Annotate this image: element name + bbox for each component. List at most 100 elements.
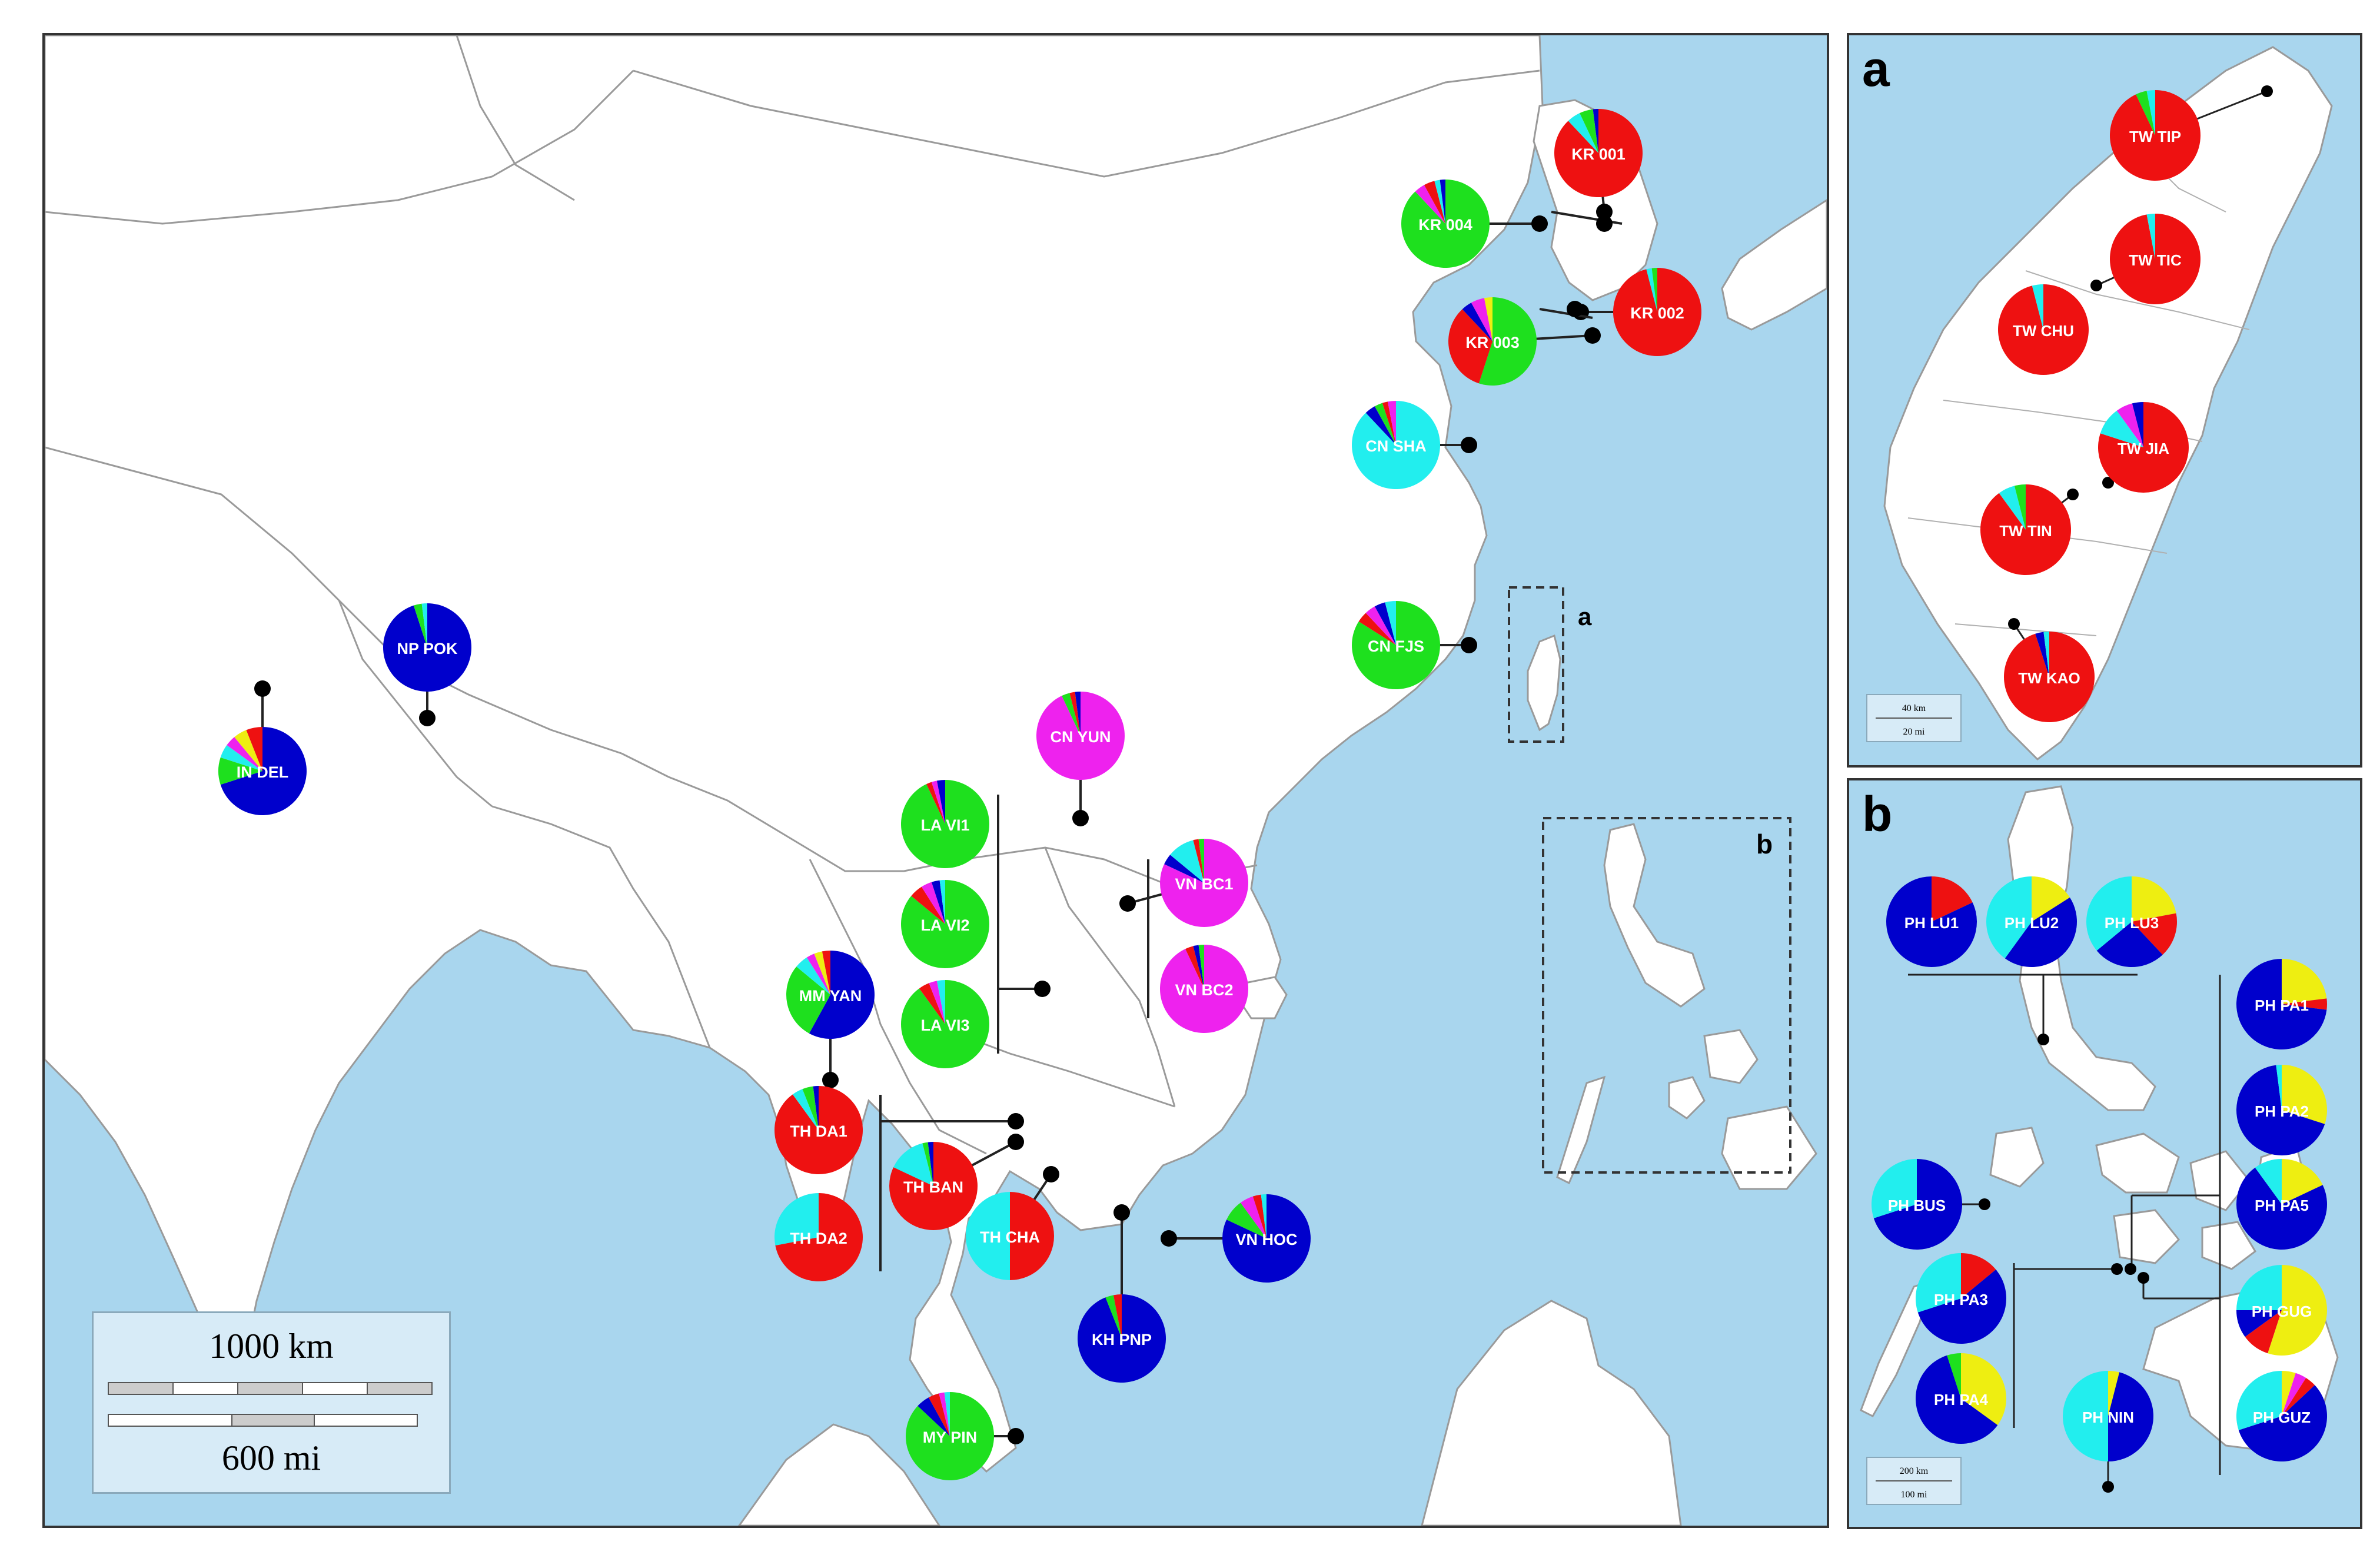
pie-slice-dark_blue — [1917, 1269, 2006, 1344]
location-dot — [1596, 215, 1613, 232]
inset-panel-b: b PH LU1 PH LU2 PH LU3 PH PA1 PH PA2 PH BUS PH… — [1847, 778, 2362, 1529]
location-dot — [1008, 1113, 1024, 1130]
pie-slice-dark_blue — [928, 1142, 933, 1186]
pie-slice-magenta — [1415, 185, 1445, 224]
main-pie-np-pok: NP POK — [383, 603, 471, 692]
pie-slice-magenta — [1036, 692, 1125, 780]
pie-slice-red — [1193, 839, 1204, 883]
panel-b-pie-label: PH PA4 — [1934, 1391, 1989, 1408]
main-pie-label: MM YAN — [799, 987, 862, 1005]
pie-slice-cyan — [2146, 90, 2155, 135]
pie-slice-dark_blue — [2035, 632, 2049, 677]
pie-slice-dark_blue — [918, 1397, 950, 1436]
pie-slice-dark_blue — [1593, 109, 1598, 153]
panel-b-pie-label: PH LU2 — [2005, 914, 2059, 932]
panel-b-pies: PH LU1 PH LU2 PH LU3 PH PA1 PH PA2 PH BUS PH P… — [1872, 876, 2327, 1461]
pie-slice-yellow — [1961, 1353, 2006, 1426]
pie-slice-cyan — [2100, 410, 2143, 447]
pie-slice-dark_blue — [1440, 180, 1445, 224]
pie-slice-magenta — [1365, 606, 1396, 645]
location-dot — [2008, 618, 2020, 630]
pie-slice-magenta — [921, 882, 945, 924]
site-pie-charts: KR 001 KR 004 KR 002 KR 003 CN SHA CN FJS NP P… — [218, 109, 1701, 1480]
location-dot — [1072, 810, 1089, 826]
pie-slice-dark_blue — [2236, 1167, 2327, 1250]
panel-a-scale-km: 40 km — [1902, 703, 1926, 713]
pie-slice-dark_blue — [1075, 692, 1081, 736]
panel-b-pie-label: PH NIN — [2082, 1408, 2134, 1426]
pie-slice-cyan — [796, 957, 830, 995]
location-dot — [2125, 1263, 2136, 1275]
panel-b-pie-label: PH LU3 — [2105, 914, 2159, 932]
pie-slice-red — [1252, 1194, 1267, 1238]
pie-slice-green — [1198, 945, 1204, 989]
pie-slice-cyan — [893, 1143, 933, 1186]
pie-slice-magenta — [227, 737, 262, 771]
main-pie-la-vi1: LA VI1 — [901, 780, 990, 868]
pie-slice-dark_blue — [220, 727, 307, 815]
main-pie-label: TH BAN — [903, 1178, 963, 1196]
location-dot — [1008, 1134, 1024, 1150]
pie-slice-yellow — [1484, 297, 1493, 341]
pie-slice-green — [1401, 180, 1490, 268]
inset-b-marker — [1542, 817, 1791, 1174]
pie-slice-cyan — [1916, 1253, 1961, 1313]
pie-slice-red — [2132, 913, 2177, 955]
main-pie-vn-hoc: VN HOC — [1222, 1194, 1311, 1283]
pie-slice-dark_blue — [2005, 897, 2077, 967]
pie-slice-cyan — [2276, 1065, 2282, 1110]
panel-b-pie-label: PH BUS — [1888, 1197, 1946, 1214]
pie-slice-red — [2282, 998, 2327, 1010]
land-taiwan — [1527, 634, 1561, 732]
pie-slice-green — [1580, 109, 1598, 153]
pie-slice-dark_blue — [1164, 855, 1204, 883]
main-pie-label: LA VI2 — [920, 916, 969, 934]
pie-slice-dark_blue — [809, 951, 875, 1039]
main-pie-label: CN SHA — [1365, 437, 1427, 455]
land-philippines — [1556, 823, 1817, 1190]
pie-slice-green — [901, 880, 990, 968]
land-asia — [45, 35, 1544, 1473]
location-dot — [1461, 437, 1477, 453]
connector-line — [1539, 308, 1593, 319]
pie-slice-cyan — [966, 1192, 1010, 1280]
location-dot — [254, 680, 271, 697]
main-pie-kr-003: KR 003 — [1448, 297, 1537, 386]
pie-slice-magenta — [806, 954, 830, 995]
main-pie-label: VN BC2 — [1175, 981, 1233, 999]
main-pie-label: KR 003 — [1465, 334, 1520, 351]
pie-slice-dark_blue — [2236, 1310, 2282, 1337]
pie-slice-cyan — [1261, 1194, 1267, 1238]
land-sumatra — [738, 1423, 940, 1526]
pie-slice-dark_blue — [931, 880, 945, 924]
pie-slice-yellow — [2108, 1371, 2120, 1416]
panel-a-pie-tw-tip: TW TIP — [2110, 90, 2200, 181]
panel-b-scale-km: 200 km — [1900, 1466, 1929, 1476]
pie-slice-red — [246, 727, 262, 771]
pie-slice-magenta — [931, 780, 945, 824]
land-mindoro — [1989, 1127, 2045, 1188]
main-pie-label: MY PIN — [923, 1429, 978, 1446]
pie-slice-green — [1947, 1353, 1961, 1398]
pie-slice-dark_blue — [1886, 876, 1977, 967]
pie-slice-yellow — [2282, 1159, 2323, 1204]
pie-slice-dark_blue — [2238, 1385, 2327, 1461]
pie-slice-cyan — [1646, 268, 1657, 312]
location-dot — [419, 710, 436, 726]
main-pie-th-ban: TH BAN — [889, 1142, 978, 1230]
panel-a-scale: 40 km 20 mi — [1866, 694, 1962, 742]
location-dot — [1531, 215, 1548, 232]
main-pie-label: TH DA1 — [790, 1122, 847, 1140]
location-dot — [2138, 1272, 2149, 1284]
pie-slice-magenta — [1387, 401, 1396, 445]
pie-slice-red — [775, 1086, 863, 1175]
pie-slice-red — [2245, 1310, 2282, 1354]
pie-slice-green — [2014, 484, 2026, 530]
pie-slice-cyan — [2255, 1159, 2282, 1204]
pie-slice-yellow — [2282, 959, 2327, 1004]
pie-slice-red — [889, 1142, 978, 1230]
pie-slice-yellow — [2282, 1371, 2296, 1416]
pie-slice-cyan — [421, 603, 427, 647]
main-pie-kr-002: KR 002 — [1613, 268, 1701, 356]
